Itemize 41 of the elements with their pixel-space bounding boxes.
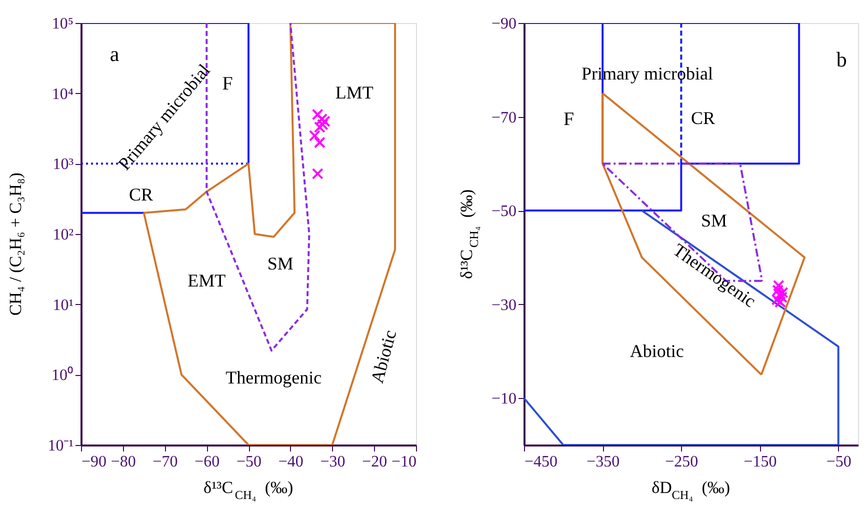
annotation: CR: [691, 108, 716, 128]
x-tick-label: −50: [236, 454, 262, 470]
x-tick-label: −80: [110, 454, 136, 470]
annotation: Abiotic: [366, 328, 400, 386]
y-tick-label: 10⁵: [52, 16, 74, 32]
x-tick-label: −450: [524, 454, 558, 470]
y-tick-label: −50: [491, 203, 516, 220]
y-tick-label: 10³: [52, 156, 74, 174]
annotation: SM: [701, 210, 728, 230]
x-tick-label: −20: [362, 454, 388, 470]
annotation: F: [222, 73, 233, 94]
annotation: SM: [267, 253, 294, 274]
annotation: F: [563, 108, 574, 130]
y-tick-label: −30: [491, 296, 516, 314]
y-axis-title: δ¹³CCH₄ (‰): [457, 189, 481, 279]
y-tick-label: 10⁰: [52, 366, 74, 384]
y-tick-label: 10¹: [52, 296, 74, 314]
x-tick-label: −250: [665, 454, 698, 470]
x-tick-label: −150: [744, 454, 777, 470]
x-tick-label: −40: [278, 454, 304, 470]
x-tick-label: −350: [586, 454, 620, 470]
y-tick-label: −10: [491, 390, 516, 408]
x-tick-label: −90: [82, 454, 107, 470]
x-tick-label: −70: [152, 454, 178, 470]
y-tick-label: 10⁴: [52, 86, 74, 103]
x-tick-label: −50: [826, 454, 852, 470]
y-axis-title: CH₄ / (C₂H₆ + C₃H₈): [6, 172, 25, 316]
x-tick-label: −10: [391, 454, 416, 470]
y-tick-label: −90: [491, 16, 516, 32]
x-tick-label: −30: [320, 454, 346, 470]
y-tick-label: 10²: [52, 226, 74, 244]
annotation: LMT: [335, 82, 374, 102]
annotation: Abiotic: [630, 341, 684, 362]
annotation: EMT: [188, 270, 226, 291]
x-tick-label: −60: [194, 454, 220, 470]
annotation: b: [836, 48, 847, 72]
annotation: CR: [128, 184, 153, 205]
y-tick-label: −70: [491, 109, 516, 126]
annotation: Thermogenic: [226, 368, 322, 388]
y-tick-label: 10⁻¹: [48, 438, 74, 454]
annotation: a: [110, 42, 120, 66]
